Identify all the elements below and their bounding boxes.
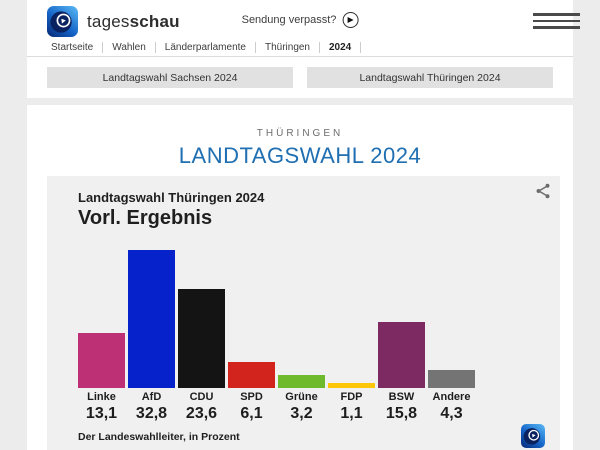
result-bar (228, 362, 275, 388)
breadcrumb-item[interactable]: Länderparlamente (156, 41, 256, 53)
party-value: 3,2 (290, 405, 313, 422)
result-bar (178, 289, 225, 388)
bar-chart (78, 250, 475, 388)
party-value: 32,8 (135, 405, 168, 422)
result-label: BSW 15,8 (378, 391, 425, 423)
election-tabs: Landtagswahl Sachsen 2024 Landtagswahl Th… (27, 57, 573, 88)
result-label: Linke 13,1 (78, 391, 125, 423)
party-name: Linke (87, 391, 116, 403)
brand-regular: tages (87, 11, 130, 31)
result-bar (128, 250, 175, 388)
menu-bar (533, 19, 580, 22)
menu-bar (533, 26, 580, 29)
result-label: AfD 32,8 (128, 391, 175, 423)
party-value: 15,8 (385, 405, 418, 422)
result-bar (378, 322, 425, 388)
party-name: BSW (388, 391, 415, 403)
party-name: SPD (240, 391, 263, 403)
main-content: THÜRINGEN LANDTAGSWAHL 2024 Landtagswahl… (27, 105, 573, 450)
party-value: 6,1 (240, 405, 263, 422)
page-kicker: THÜRINGEN (256, 128, 344, 139)
breadcrumb-item[interactable]: Wahlen (103, 41, 156, 53)
chart-title: Landtagswahl Thüringen 2024 (78, 190, 265, 205)
logo-row: tagesschau Sendung verpasst? (27, 0, 580, 38)
result-label: CDU 23,6 (178, 391, 225, 423)
page-container: tagesschau Sendung verpasst? Startseite W… (27, 0, 580, 450)
chart-subtitle: Vorl. Ergebnis (78, 207, 213, 229)
watch-link-label: Sendung verpasst? (241, 14, 337, 26)
brand-bold: schau (129, 11, 180, 31)
brand-wordmark[interactable]: tagesschau (87, 12, 180, 32)
breadcrumb-item[interactable]: Startseite (51, 41, 104, 53)
party-name: Andere (432, 391, 471, 403)
party-name: CDU (189, 391, 214, 403)
result-label: FDP 1,1 (328, 391, 375, 423)
watch-link[interactable]: Sendung verpasst? (242, 12, 359, 28)
play-icon[interactable] (342, 12, 359, 28)
bar-labels: Linke 13,1 AfD 32,8 CDU 23,6 SPD 6,1 Grüne 3,2 FDP… (78, 391, 475, 423)
breadcrumb-item[interactable]: 2024 (320, 41, 362, 53)
party-name: FDP (340, 391, 363, 403)
tagesschau-watermark-icon (521, 424, 545, 448)
tagesschau-logo-icon[interactable] (47, 6, 78, 37)
party-name: AfD (141, 391, 162, 403)
result-bar (428, 370, 475, 388)
party-name: Grüne (285, 391, 318, 403)
site-header: tagesschau Sendung verpasst? Startseite W… (27, 0, 580, 98)
party-value: 13,1 (85, 405, 118, 422)
chart-source: Der Landeswahlleiter, in Prozent (78, 431, 240, 443)
result-label: Andere 4,3 (428, 391, 475, 423)
play-triangle (347, 17, 354, 23)
party-value: 4,3 (440, 405, 463, 422)
result-label: SPD 6,1 (228, 391, 275, 423)
results-chart-card: Landtagswahl Thüringen 2024 Vorl. Ergebn… (47, 176, 560, 450)
result-label: Grüne 3,2 (278, 391, 325, 423)
result-bar (78, 333, 125, 388)
election-tab[interactable]: Landtagswahl Sachsen 2024 (47, 67, 293, 88)
breadcrumb: Startseite Wahlen Länderparlamente Thüringe… (27, 38, 573, 57)
result-bar (328, 383, 375, 388)
share-icon[interactable] (534, 182, 552, 200)
menu-bar (533, 13, 580, 16)
party-value: 1,1 (340, 405, 363, 422)
result-bar (278, 375, 325, 388)
breadcrumb-item[interactable]: Thüringen (256, 41, 320, 53)
election-tab[interactable]: Landtagswahl Thüringen 2024 (307, 67, 553, 88)
party-value: 23,6 (185, 405, 218, 422)
page-title: LANDTAGSWAHL 2024 (178, 143, 422, 168)
hamburger-menu-icon[interactable] (533, 13, 580, 29)
